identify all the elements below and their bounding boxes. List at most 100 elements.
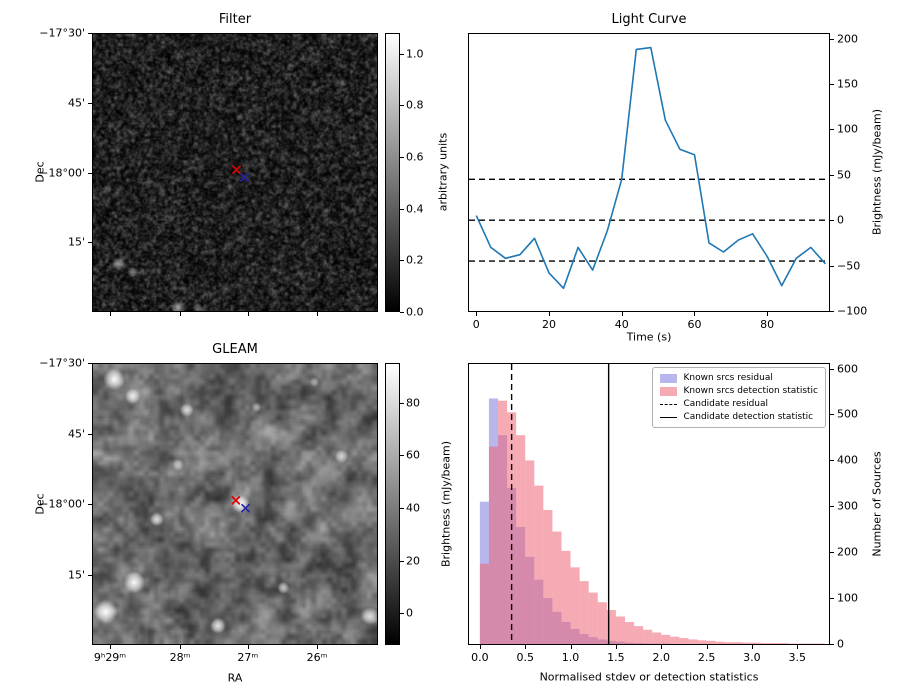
- hist-bar: [679, 638, 689, 644]
- colorbar-tick-mark: [400, 613, 404, 615]
- hist-bar: [742, 642, 752, 644]
- legend-label: Known srcs residual: [683, 373, 773, 383]
- hist-bar: [597, 602, 607, 644]
- x-tick-mark: [661, 645, 663, 649]
- x-tick-mark: [767, 312, 769, 316]
- x-tick-mark: [797, 645, 799, 649]
- catalog-position-blue-x: [240, 503, 251, 513]
- dec-tick-label: −18°00': [39, 166, 85, 179]
- y-tick-mark: [830, 552, 834, 554]
- count-tick-label: 500: [837, 407, 858, 421]
- hist-bar: [697, 640, 707, 644]
- legend-label: Candidate residual: [683, 399, 769, 409]
- colorbar-tick-label: 0.0: [406, 305, 424, 319]
- x-tick-mark: [476, 312, 478, 316]
- colorbar-tick-mark: [400, 312, 404, 313]
- y-tick-mark: [830, 38, 834, 40]
- ra-tick-label: 9ʰ29ᵐ: [93, 651, 127, 664]
- legend-solid-line-swatch: [660, 416, 678, 418]
- time-tick-label: 0: [472, 318, 480, 331]
- hist-bar: [561, 550, 571, 644]
- hist-bar: [770, 643, 780, 644]
- stat-tick-label: 0.5: [516, 651, 534, 664]
- colorbar-tick-label: 80: [406, 396, 420, 410]
- ra-tick-label: 28ᵐ: [169, 651, 191, 664]
- x-tick-mark: [110, 312, 112, 316]
- hist-bar: [615, 616, 625, 644]
- y-tick-mark: [830, 368, 834, 370]
- legend-patch-swatch: [660, 386, 678, 396]
- hist-series: [479, 400, 825, 644]
- time-tick-label: 20: [542, 318, 556, 331]
- hist-bar: [634, 626, 644, 644]
- legend-entry: Candidate residual: [660, 399, 818, 409]
- hist-bar: [525, 460, 535, 644]
- brightness-tick-label: 100: [837, 122, 858, 136]
- gleam-colorbar-label: Brightness (mJy/beam): [439, 440, 453, 568]
- x-tick-mark: [110, 645, 112, 649]
- stat-tick-label: 1.5: [607, 651, 625, 664]
- y-tick-mark: [830, 220, 834, 222]
- hist-bar: [579, 581, 589, 644]
- legend-entry: Known srcs residual: [660, 373, 818, 383]
- x-tick-mark: [247, 645, 249, 649]
- x-tick-mark: [549, 312, 550, 316]
- colorbar-tick-mark: [400, 53, 404, 55]
- dec-tick-label: 45': [67, 96, 85, 110]
- colorbar: [385, 33, 400, 312]
- count-tick-label: 600: [837, 362, 858, 376]
- colorbar-tick-mark: [400, 105, 404, 107]
- hist-bar: [733, 642, 743, 644]
- hist-bar: [588, 592, 598, 644]
- dec-tick-label: 15': [67, 235, 85, 249]
- hist-number-of-sources-axis-label: Number of Sources: [870, 451, 884, 557]
- colorbar-tick-label: 0.2: [406, 253, 424, 267]
- colorbar-tick-label: 1.0: [406, 47, 424, 61]
- gleam-title: GLEAM: [212, 342, 258, 357]
- lightcurve-canvas: [469, 46, 829, 290]
- hist-bar: [706, 640, 716, 644]
- hist-bar: [624, 621, 635, 644]
- stat-tick-label: 2.0: [652, 651, 670, 664]
- lightcurve-line: [475, 46, 826, 290]
- time-tick-label: 40: [614, 318, 629, 331]
- lightcurve-title: Light Curve: [611, 12, 687, 27]
- x-tick-mark: [694, 312, 696, 316]
- candidate-position-red-x: [231, 495, 241, 505]
- colorbar-tick-mark: [400, 402, 404, 404]
- x-tick-mark: [615, 645, 617, 649]
- hist-bar: [661, 634, 671, 644]
- hist-bar: [516, 435, 526, 644]
- y-tick-mark: [830, 174, 834, 176]
- x-tick-mark: [317, 645, 319, 649]
- colorbar-tick-mark: [400, 455, 404, 457]
- lightcurve-brightness-axis-label: Brightness (mJy/beam): [870, 108, 884, 236]
- y-tick-mark: [88, 363, 92, 364]
- catalog-position-blue-x: [239, 172, 249, 183]
- count-tick-label: 300: [837, 499, 858, 513]
- colorbar-tick-label: 40: [406, 501, 420, 515]
- brightness-tick-label: 0: [837, 213, 844, 227]
- colorbar-tick-mark: [400, 157, 404, 158]
- colorbar-tick-label: 0.8: [406, 98, 424, 112]
- brightness-tick-label: −100: [837, 304, 868, 318]
- hist-bar: [488, 446, 499, 644]
- hist-bar: [652, 632, 662, 644]
- lightcurve-plot-panel: [468, 33, 830, 312]
- x-tick-mark: [317, 312, 319, 316]
- stat-tick-label: 3.0: [743, 651, 761, 664]
- colorbar-tick-label: 20: [406, 554, 420, 568]
- count-tick-label: 0: [837, 637, 844, 651]
- hist-bar: [779, 643, 789, 644]
- y-tick-mark: [830, 83, 834, 85]
- stat-tick-label: 0.0: [471, 651, 489, 664]
- y-tick-mark: [830, 311, 834, 312]
- gleam-image-panel: [92, 363, 378, 645]
- x-tick-mark: [525, 645, 527, 649]
- y-tick-mark: [830, 414, 834, 416]
- histogram-canvas: [479, 364, 825, 644]
- hist-bar: [715, 641, 725, 644]
- colorbar: [385, 363, 400, 645]
- stat-tick-label: 3.5: [788, 651, 807, 664]
